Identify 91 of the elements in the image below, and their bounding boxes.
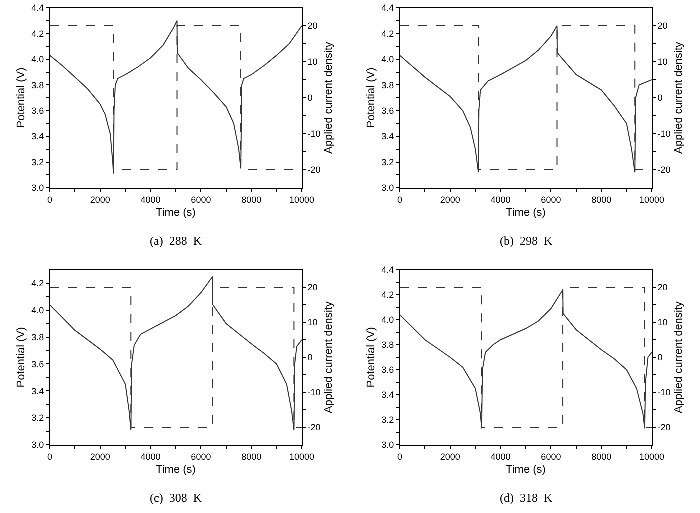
x-tick-label: 6000 [191,194,212,205]
y-tick-label: 4.0 [32,54,44,65]
y-tick-label: 4.0 [382,315,394,326]
text: (c) 308 K [150,491,202,505]
x-tick-label: 0 [397,452,403,462]
x-tick-label: 4000 [490,194,511,205]
y-tick-label: 3.2 [32,157,44,168]
y2-axis-title: Applied current density [673,42,686,154]
y-tick-label: 3.4 [382,132,394,142]
y2-tick-label: -20 [658,165,671,176]
y-tick-label: 4.2 [382,290,394,300]
y-tick-label: 3.6 [32,106,44,116]
y2-tick-label: 10 [308,318,318,328]
x-tick-label: 10000 [639,194,665,205]
x-tick-label: 0 [397,194,403,205]
y2-tick-label: -10 [658,129,671,140]
y-tick-label: 3.2 [382,157,394,168]
text: (d) 318 K [500,491,553,505]
y2-tick-label: 20 [658,282,668,293]
y-tick-label: 3.6 [32,359,44,370]
y-tick-label: 3.0 [382,183,394,194]
y-tick-label: 4.2 [382,28,394,39]
y2-tick-label: -20 [308,165,321,176]
y-tick-label: 4.2 [32,28,44,39]
x-axis-title: Time (s) [506,207,546,219]
y2-tick-label: -10 [658,388,671,398]
x-tick-label: 8000 [592,194,612,205]
x-tick-label: 2000 [90,194,110,205]
y2-tick-label: 0 [658,93,663,104]
y2-axis-title: Applied current density [323,42,336,154]
x-tick-label: 4000 [490,452,511,462]
y-axis-title: Potential (V) [15,68,28,128]
y2-tick-label: -10 [308,129,321,140]
x-tick-label: 2000 [440,194,460,205]
y-tick-label: 3.0 [32,440,44,450]
y2-axis-title: Applied current density [673,301,686,414]
y-tick-label: 3.0 [32,183,44,194]
text: (a) 288 K [150,234,202,248]
y-tick-label: 3.8 [382,340,394,350]
x-axis-title: Time (s) [506,464,546,476]
y2-tick-label: -10 [308,388,321,398]
y-tick-label: 4.4 [382,265,394,276]
y-tick-label: 3.6 [382,365,394,376]
y-tick-label: 3.8 [32,80,44,90]
y-tick-label: 3.2 [32,413,44,424]
y-axis-title: Potential (V) [365,68,378,128]
y2-tick-label: -20 [658,422,671,433]
y2-tick-label: 20 [308,21,318,32]
y-tick-label: 3.4 [32,132,44,142]
x-tick-label: 8000 [242,194,262,205]
x-tick-label: 6000 [541,452,562,462]
x-tick-label: 4000 [140,194,161,205]
x-tick-label: 4000 [140,452,161,462]
x-tick-label: 2000 [440,452,460,462]
x-tick-label: 0 [47,194,53,205]
y-tick-label: 4.0 [32,306,44,316]
text: (b) 298 K [500,234,553,248]
y-tick-label: 3.6 [382,106,394,116]
y-tick-label: 3.4 [382,390,394,400]
y-tick-label: 4.4 [32,3,44,14]
y2-tick-label: 0 [308,93,313,104]
y2-tick-label: -20 [308,422,321,433]
x-axis-title: Time (s) [156,464,196,476]
x-tick-label: 0 [47,452,53,462]
x-tick-label: 10000 [289,194,315,205]
y2-tick-label: 10 [658,57,668,68]
x-tick-label: 6000 [541,194,562,205]
y2-axis-title: Applied current density [323,301,336,414]
y-tick-label: 4.4 [382,3,394,14]
x-axis-title: Time (s) [156,207,196,219]
x-tick-label: 8000 [242,452,262,462]
y2-tick-label: 0 [658,352,663,363]
y-tick-label: 3.0 [382,440,394,450]
y-axis-title: Potential (V) [15,327,28,388]
y2-tick-label: 10 [308,57,318,68]
y2-tick-label: 10 [658,318,668,328]
y2-tick-label: 20 [658,21,668,32]
y2-tick-label: 20 [308,282,318,293]
y-tick-label: 3.8 [382,80,394,90]
x-tick-label: 10000 [639,452,665,462]
y-tick-label: 3.2 [382,415,394,426]
y-axis-title: Potential (V) [365,327,378,388]
x-tick-label: 2000 [90,452,110,462]
y2-tick-label: 0 [308,352,313,363]
x-tick-label: 10000 [289,452,315,462]
x-tick-label: 8000 [592,452,612,462]
y-tick-label: 4.0 [382,54,394,65]
x-tick-label: 6000 [191,452,212,462]
y-tick-label: 3.4 [32,386,44,396]
y-tick-label: 4.2 [32,278,44,289]
y-tick-label: 3.8 [32,332,44,342]
